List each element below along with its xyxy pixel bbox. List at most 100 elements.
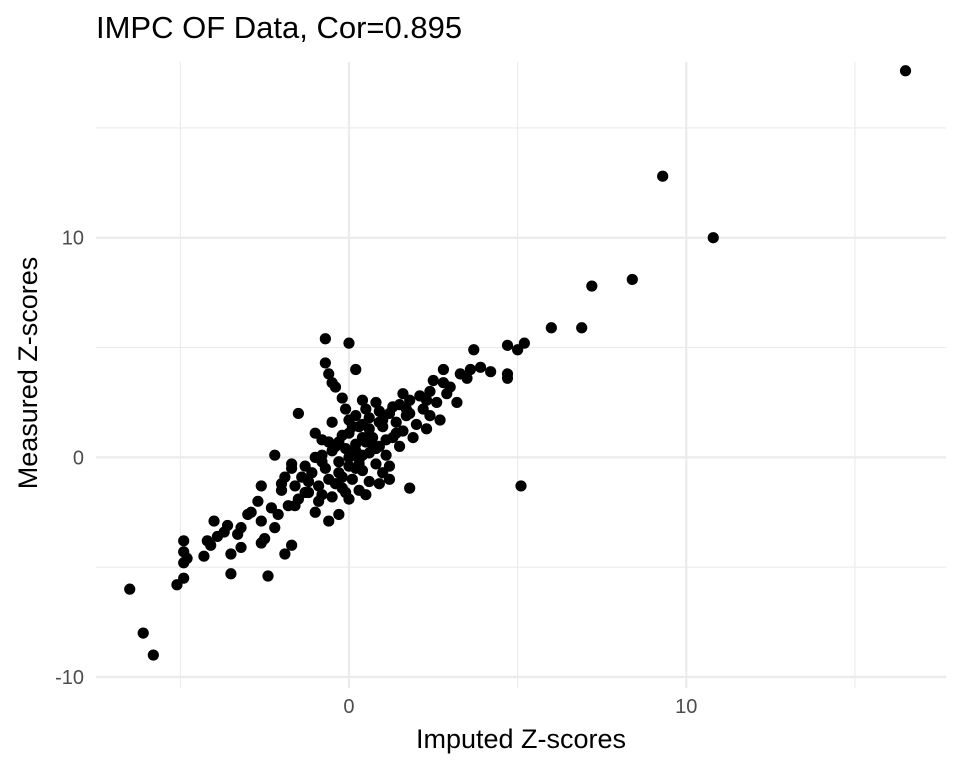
data-point [356, 449, 369, 461]
data-point [225, 548, 237, 560]
data-point [171, 579, 183, 591]
data-point [262, 570, 274, 582]
data-point [424, 385, 436, 398]
data-point [420, 394, 433, 406]
data-point [279, 548, 291, 560]
data-point [147, 649, 159, 661]
data-point [545, 322, 557, 334]
data-point [336, 471, 348, 483]
data-point [289, 480, 301, 492]
data-points [124, 65, 912, 661]
data-point [370, 458, 382, 470]
data-point [232, 528, 244, 540]
data-point [309, 506, 321, 518]
data-point [373, 416, 385, 428]
data-point [356, 418, 369, 431]
data-point [512, 344, 524, 356]
data-point [255, 515, 267, 527]
data-point [333, 508, 345, 521]
data-point [366, 432, 379, 444]
data-point [292, 407, 304, 420]
data-point [899, 65, 912, 77]
data-point [292, 493, 304, 505]
data-point [377, 467, 389, 479]
data-point [353, 484, 365, 496]
data-point [427, 374, 439, 387]
data-point [434, 414, 446, 426]
data-point [275, 478, 288, 490]
data-point [485, 366, 497, 378]
data-point [178, 546, 190, 558]
data-point [235, 541, 247, 554]
data-point [431, 396, 443, 409]
data-point [272, 508, 284, 521]
data-point [309, 451, 321, 463]
data-point [373, 405, 385, 417]
data-point [370, 442, 382, 455]
x-axis-title: Imputed Z-scores [416, 724, 626, 754]
data-point [501, 339, 514, 351]
data-point [208, 515, 220, 527]
data-point [424, 410, 436, 422]
data-point [346, 473, 358, 485]
data-point [464, 363, 477, 376]
data-point [343, 337, 355, 349]
data-point [397, 388, 409, 400]
y-tick-label: 10 [62, 228, 84, 250]
data-point [451, 396, 463, 409]
data-point [370, 396, 382, 409]
data-point [252, 495, 264, 507]
data-point [393, 440, 406, 452]
data-point [340, 486, 352, 499]
data-point [137, 627, 149, 639]
data-point [350, 462, 362, 474]
data-point [350, 363, 362, 376]
data-point [326, 377, 338, 389]
data-point [363, 475, 375, 488]
data-point [501, 368, 514, 380]
data-point [205, 539, 217, 551]
data-point [255, 480, 267, 492]
data-point [626, 273, 638, 286]
data-point [356, 394, 369, 406]
data-point [380, 449, 392, 461]
data-point [360, 403, 372, 415]
data-point [319, 333, 331, 345]
data-point [326, 416, 338, 428]
x-tick-label: 10 [675, 696, 697, 718]
x-tick-label: 0 [343, 696, 354, 718]
y-tick-label: 0 [73, 447, 84, 469]
data-point [218, 526, 230, 538]
data-point [380, 434, 392, 446]
data-point [323, 515, 335, 527]
data-point [282, 500, 294, 512]
data-point [319, 462, 331, 474]
data-point [313, 480, 325, 492]
data-point [286, 462, 298, 474]
data-point [286, 539, 298, 551]
data-point [400, 403, 412, 415]
data-point [461, 372, 473, 384]
data-point [437, 363, 450, 376]
data-point [390, 427, 402, 439]
data-point [316, 489, 328, 501]
data-point [323, 368, 335, 380]
data-point [515, 480, 527, 492]
data-point [586, 280, 598, 292]
y-tick-label: -10 [55, 667, 84, 689]
data-point [437, 377, 450, 389]
grid-lines [96, 62, 946, 688]
data-point [336, 429, 348, 442]
data-point [124, 583, 136, 595]
data-point [326, 491, 338, 503]
chart-title: IMPC OF Data, Cor=0.895 [96, 10, 462, 45]
data-point [407, 432, 419, 444]
data-point [340, 403, 352, 415]
data-point [269, 449, 281, 461]
data-point [178, 535, 190, 547]
data-point [269, 522, 281, 534]
data-point [340, 442, 352, 455]
data-point [350, 438, 362, 450]
data-point [404, 482, 416, 494]
